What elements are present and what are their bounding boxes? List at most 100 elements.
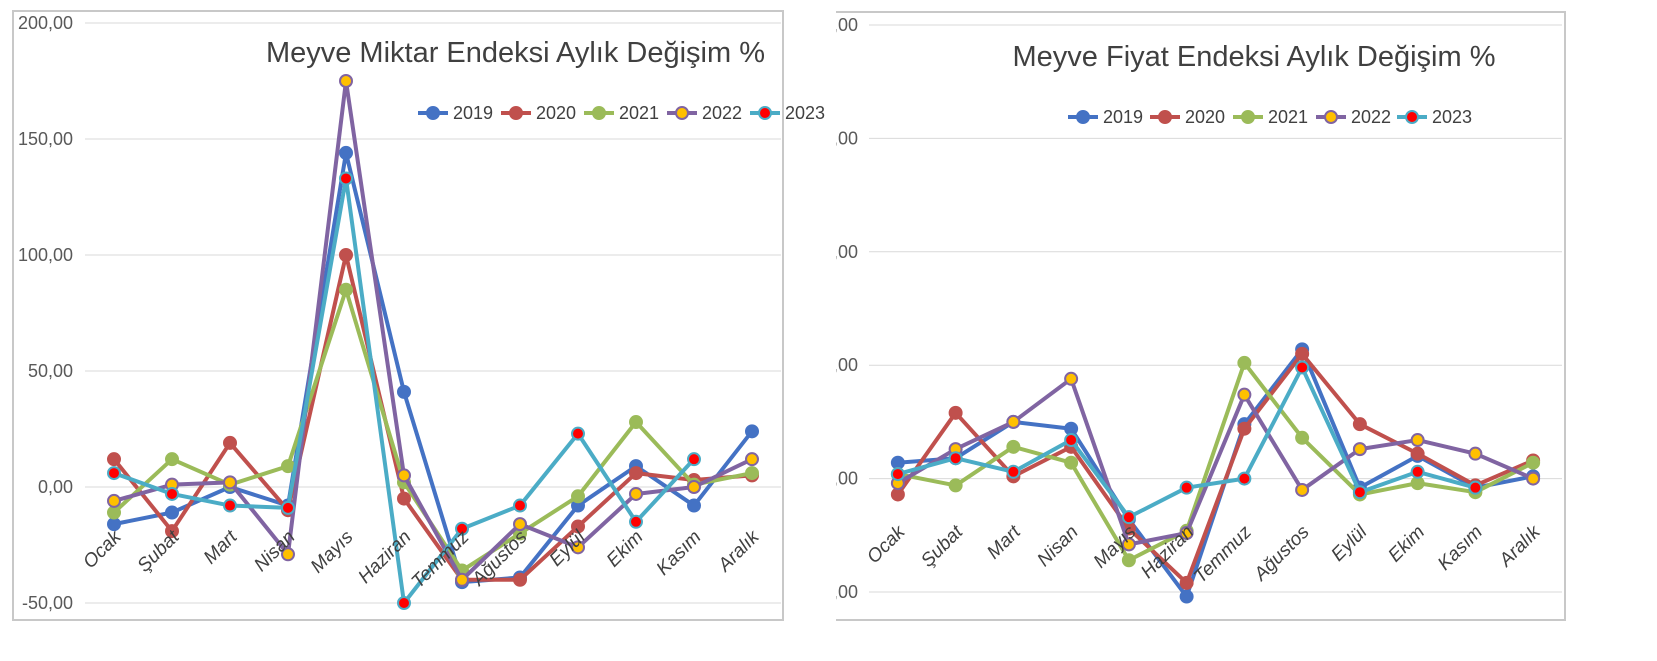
legend-label: 2021 [1268, 107, 1308, 127]
data-point-2023 [397, 596, 411, 610]
data-point-2019 [890, 455, 905, 470]
y-tick-label: 0,00 [836, 469, 858, 489]
data-point-2020 [339, 248, 353, 262]
y-tick-label: 150,00 [836, 128, 858, 148]
data-point-2023 [1121, 510, 1136, 525]
legend-marker [592, 106, 606, 120]
data-point-2023 [339, 171, 353, 186]
data-point-2019 [745, 424, 759, 439]
data-point-2023 [1179, 480, 1194, 495]
data-point-2023 [281, 500, 295, 515]
data-point-2019 [165, 505, 179, 520]
data-point-2023 [629, 514, 643, 529]
data-point-2021 [948, 478, 963, 493]
data-point-2022 [1121, 537, 1136, 552]
data-point-2019 [339, 145, 353, 160]
legend-item-2019: 2019 [1068, 107, 1143, 127]
legend-item-2020: 2020 [501, 103, 576, 123]
x-category-label: Mart [983, 521, 1025, 563]
legend-label: 2023 [1432, 107, 1472, 127]
x-category-label: Aralık [1495, 521, 1546, 572]
price-chart-panel: -50,00 0,00 50,00 100,00 150,00 200,00 OcakŞu… [836, 0, 1657, 661]
legend-item-2022: 2022 [667, 103, 742, 123]
data-point-2019 [1064, 421, 1079, 436]
data-point-2021 [1237, 355, 1252, 370]
data-point-2022 [1064, 371, 1079, 386]
data-point-2020 [223, 435, 237, 450]
data-point-2022 [1410, 433, 1425, 448]
data-point-2021 [281, 459, 295, 474]
y-axis-ticks: -50,00 0,00 50,00 100,00 150,00 200,00 [18, 13, 73, 613]
x-category-label: Ekim [603, 527, 648, 572]
legend-item-2020: 2020 [1150, 107, 1225, 127]
x-category-label: Nisan [1033, 522, 1082, 571]
data-point-2020 [165, 524, 179, 539]
legend-marker [1076, 110, 1090, 124]
data-point-2022 [455, 572, 469, 587]
legend-item-2022: 2022 [1316, 107, 1391, 127]
x-category-label: Aralık [714, 526, 765, 577]
data-point-2021 [745, 466, 759, 481]
data-point-2022 [1295, 482, 1310, 497]
data-point-2020 [1179, 575, 1194, 590]
data-point-2021 [339, 282, 353, 297]
data-point-2019 [397, 384, 411, 399]
data-point-2022 [281, 547, 295, 562]
y-tick-label: -50,00 [22, 593, 73, 613]
x-category-label: Ağustos [1250, 521, 1314, 585]
data-point-2023 [1237, 471, 1252, 486]
data-point-2020 [629, 466, 643, 481]
data-point-2023 [165, 486, 179, 501]
data-point-2023 [1006, 464, 1021, 479]
legend-label: 2023 [785, 103, 825, 123]
data-point-2021 [1526, 455, 1541, 470]
y-tick-label: 100,00 [18, 245, 73, 265]
data-point-2023 [455, 521, 469, 536]
series-line-2020 [112, 253, 754, 582]
data-point-2020 [107, 452, 121, 467]
series-line-2022 [112, 79, 754, 582]
data-point-2021 [1121, 553, 1136, 568]
legend-item-2023: 2023 [1397, 107, 1472, 127]
data-point-2023 [223, 498, 237, 513]
series-line-2021 [895, 360, 1536, 563]
data-point-2021 [107, 505, 121, 520]
data-point-2019 [1179, 589, 1194, 604]
x-category-label: Haziran [354, 527, 415, 588]
legend-marker [1324, 110, 1338, 124]
data-point-2022 [1237, 387, 1252, 402]
legend-marker [1158, 110, 1172, 124]
quantity-chart: -50,00 0,00 50,00 100,00 150,00 200,00 Ocak Şu… [12, 10, 825, 621]
series-line-2020 [895, 351, 1536, 585]
data-point-2021 [1295, 430, 1310, 445]
price-chart: -50,00 0,00 50,00 100,00 150,00 200,00 OcakŞu… [836, 11, 1566, 621]
data-point-2023 [1295, 360, 1310, 375]
y-tick-label: 100,00 [836, 242, 858, 262]
y-tick-label: -50,00 [836, 582, 858, 602]
x-category-label: Kasım [653, 527, 706, 580]
data-point-2022 [745, 452, 759, 467]
data-point-2023 [107, 466, 121, 481]
data-point-2023 [1410, 464, 1425, 479]
series-line-2022 [895, 376, 1536, 547]
y-axis-ticks: -50,00 0,00 50,00 100,00 150,00 200,00 [836, 15, 858, 602]
data-point-2021 [165, 452, 179, 467]
legend-label: 2022 [702, 103, 742, 123]
data-point-2020 [1410, 446, 1425, 461]
legend-marker [1405, 110, 1419, 124]
data-point-2023 [948, 451, 963, 466]
data-point-2021 [1064, 455, 1079, 470]
data-point-2022 [1179, 526, 1194, 541]
legend: 2019 2020 2021 2022 2023 [418, 103, 825, 123]
x-category-label: Şubat [917, 521, 967, 571]
data-point-2023 [687, 452, 701, 467]
data-point-2023 [1352, 485, 1367, 500]
data-point-2022 [513, 517, 527, 532]
x-axis-categories: Ocak Şubat Mart Nisan MayısHaziranTemmuzAğus… [79, 526, 764, 593]
data-point-2020 [513, 572, 527, 587]
data-point-2022 [687, 480, 701, 494]
x-category-label: Mart [200, 526, 242, 568]
legend-marker [509, 106, 523, 120]
data-point-2020 [890, 487, 905, 502]
data-point-2022 [339, 74, 353, 88]
